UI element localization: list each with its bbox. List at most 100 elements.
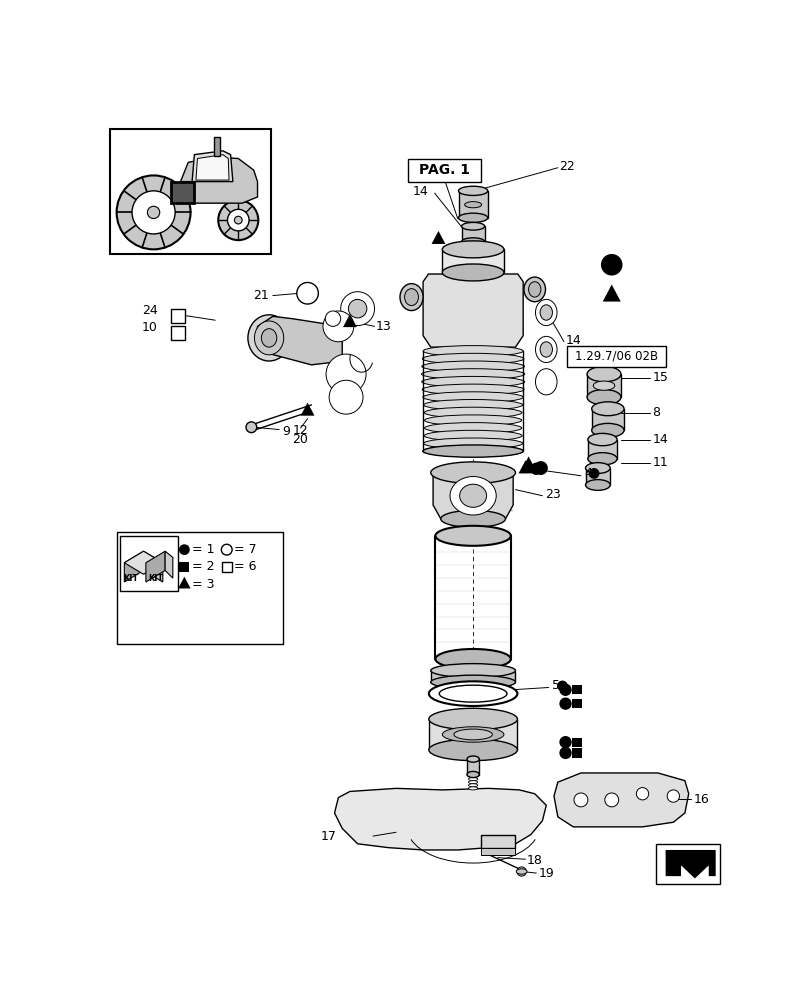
- Circle shape: [348, 299, 367, 318]
- Circle shape: [530, 463, 542, 475]
- Bar: [572, 738, 581, 747]
- Circle shape: [517, 867, 526, 876]
- Circle shape: [148, 206, 160, 219]
- Ellipse shape: [464, 202, 481, 208]
- Ellipse shape: [585, 480, 609, 490]
- Polygon shape: [180, 182, 192, 203]
- Ellipse shape: [442, 264, 504, 281]
- Ellipse shape: [423, 400, 522, 410]
- Polygon shape: [124, 551, 163, 574]
- Ellipse shape: [423, 407, 521, 418]
- Text: = 3: = 3: [192, 578, 214, 591]
- Text: 22: 22: [559, 160, 574, 173]
- Circle shape: [604, 793, 618, 807]
- Bar: [586, 374, 620, 397]
- Polygon shape: [255, 316, 341, 365]
- Polygon shape: [165, 551, 173, 578]
- Text: 23: 23: [544, 488, 560, 501]
- Bar: [442, 249, 504, 272]
- Ellipse shape: [468, 787, 477, 790]
- Circle shape: [559, 684, 571, 696]
- Ellipse shape: [458, 213, 487, 222]
- Circle shape: [326, 354, 366, 394]
- Ellipse shape: [422, 353, 523, 364]
- Ellipse shape: [586, 389, 620, 405]
- Circle shape: [341, 292, 374, 326]
- Bar: [480, 835, 515, 848]
- Ellipse shape: [261, 329, 277, 347]
- Text: = 2: = 2: [192, 560, 214, 573]
- Ellipse shape: [424, 415, 521, 426]
- Ellipse shape: [593, 381, 614, 390]
- Circle shape: [227, 209, 249, 231]
- Text: 17: 17: [320, 830, 336, 843]
- Ellipse shape: [423, 446, 523, 456]
- Bar: [572, 748, 581, 758]
- Ellipse shape: [461, 238, 484, 246]
- Ellipse shape: [424, 423, 521, 433]
- Text: 5: 5: [551, 679, 559, 692]
- Polygon shape: [432, 473, 513, 519]
- Bar: [120, 536, 178, 591]
- Circle shape: [559, 698, 571, 710]
- Ellipse shape: [400, 284, 423, 311]
- Polygon shape: [553, 773, 688, 827]
- Ellipse shape: [468, 778, 477, 781]
- Ellipse shape: [539, 305, 551, 320]
- Text: 1.29.7/06 02B: 1.29.7/06 02B: [574, 350, 657, 363]
- Ellipse shape: [440, 510, 505, 527]
- Bar: [179, 562, 189, 572]
- Circle shape: [234, 216, 242, 224]
- Ellipse shape: [442, 727, 504, 742]
- Circle shape: [636, 788, 648, 800]
- Bar: [587, 440, 616, 459]
- Bar: [171, 326, 185, 340]
- Polygon shape: [342, 314, 356, 327]
- Ellipse shape: [423, 392, 523, 403]
- Ellipse shape: [587, 453, 616, 465]
- Ellipse shape: [421, 376, 524, 387]
- Ellipse shape: [516, 869, 526, 874]
- Ellipse shape: [423, 346, 522, 356]
- Ellipse shape: [421, 361, 524, 372]
- Ellipse shape: [459, 484, 486, 507]
- Text: 8: 8: [652, 406, 659, 419]
- Bar: [458, 191, 487, 218]
- Circle shape: [600, 254, 622, 276]
- Ellipse shape: [431, 664, 515, 677]
- Ellipse shape: [534, 299, 556, 326]
- Circle shape: [559, 736, 571, 748]
- Ellipse shape: [591, 423, 624, 437]
- Bar: [585, 468, 609, 485]
- Polygon shape: [178, 157, 257, 203]
- Ellipse shape: [421, 369, 524, 379]
- Circle shape: [534, 461, 547, 475]
- Ellipse shape: [591, 402, 624, 416]
- Ellipse shape: [428, 739, 517, 761]
- Ellipse shape: [423, 430, 521, 441]
- Bar: [170, 182, 193, 203]
- Text: 14: 14: [412, 185, 428, 198]
- Circle shape: [323, 311, 354, 342]
- Bar: [429, 719, 517, 750]
- Polygon shape: [192, 151, 233, 182]
- Bar: [431, 671, 515, 682]
- Ellipse shape: [428, 681, 517, 706]
- Polygon shape: [178, 577, 191, 588]
- Ellipse shape: [404, 289, 418, 306]
- Ellipse shape: [466, 756, 478, 762]
- Text: 18: 18: [526, 854, 543, 867]
- Text: KIT: KIT: [123, 574, 139, 583]
- Text: 11: 11: [652, 456, 667, 469]
- Polygon shape: [124, 551, 144, 582]
- Circle shape: [246, 422, 256, 433]
- Bar: [171, 309, 185, 323]
- Ellipse shape: [428, 708, 517, 730]
- Ellipse shape: [422, 384, 523, 395]
- Ellipse shape: [439, 685, 506, 702]
- Polygon shape: [146, 551, 165, 582]
- Circle shape: [556, 681, 567, 691]
- Ellipse shape: [585, 463, 609, 473]
- Ellipse shape: [468, 774, 477, 778]
- Text: KIT: KIT: [148, 574, 163, 583]
